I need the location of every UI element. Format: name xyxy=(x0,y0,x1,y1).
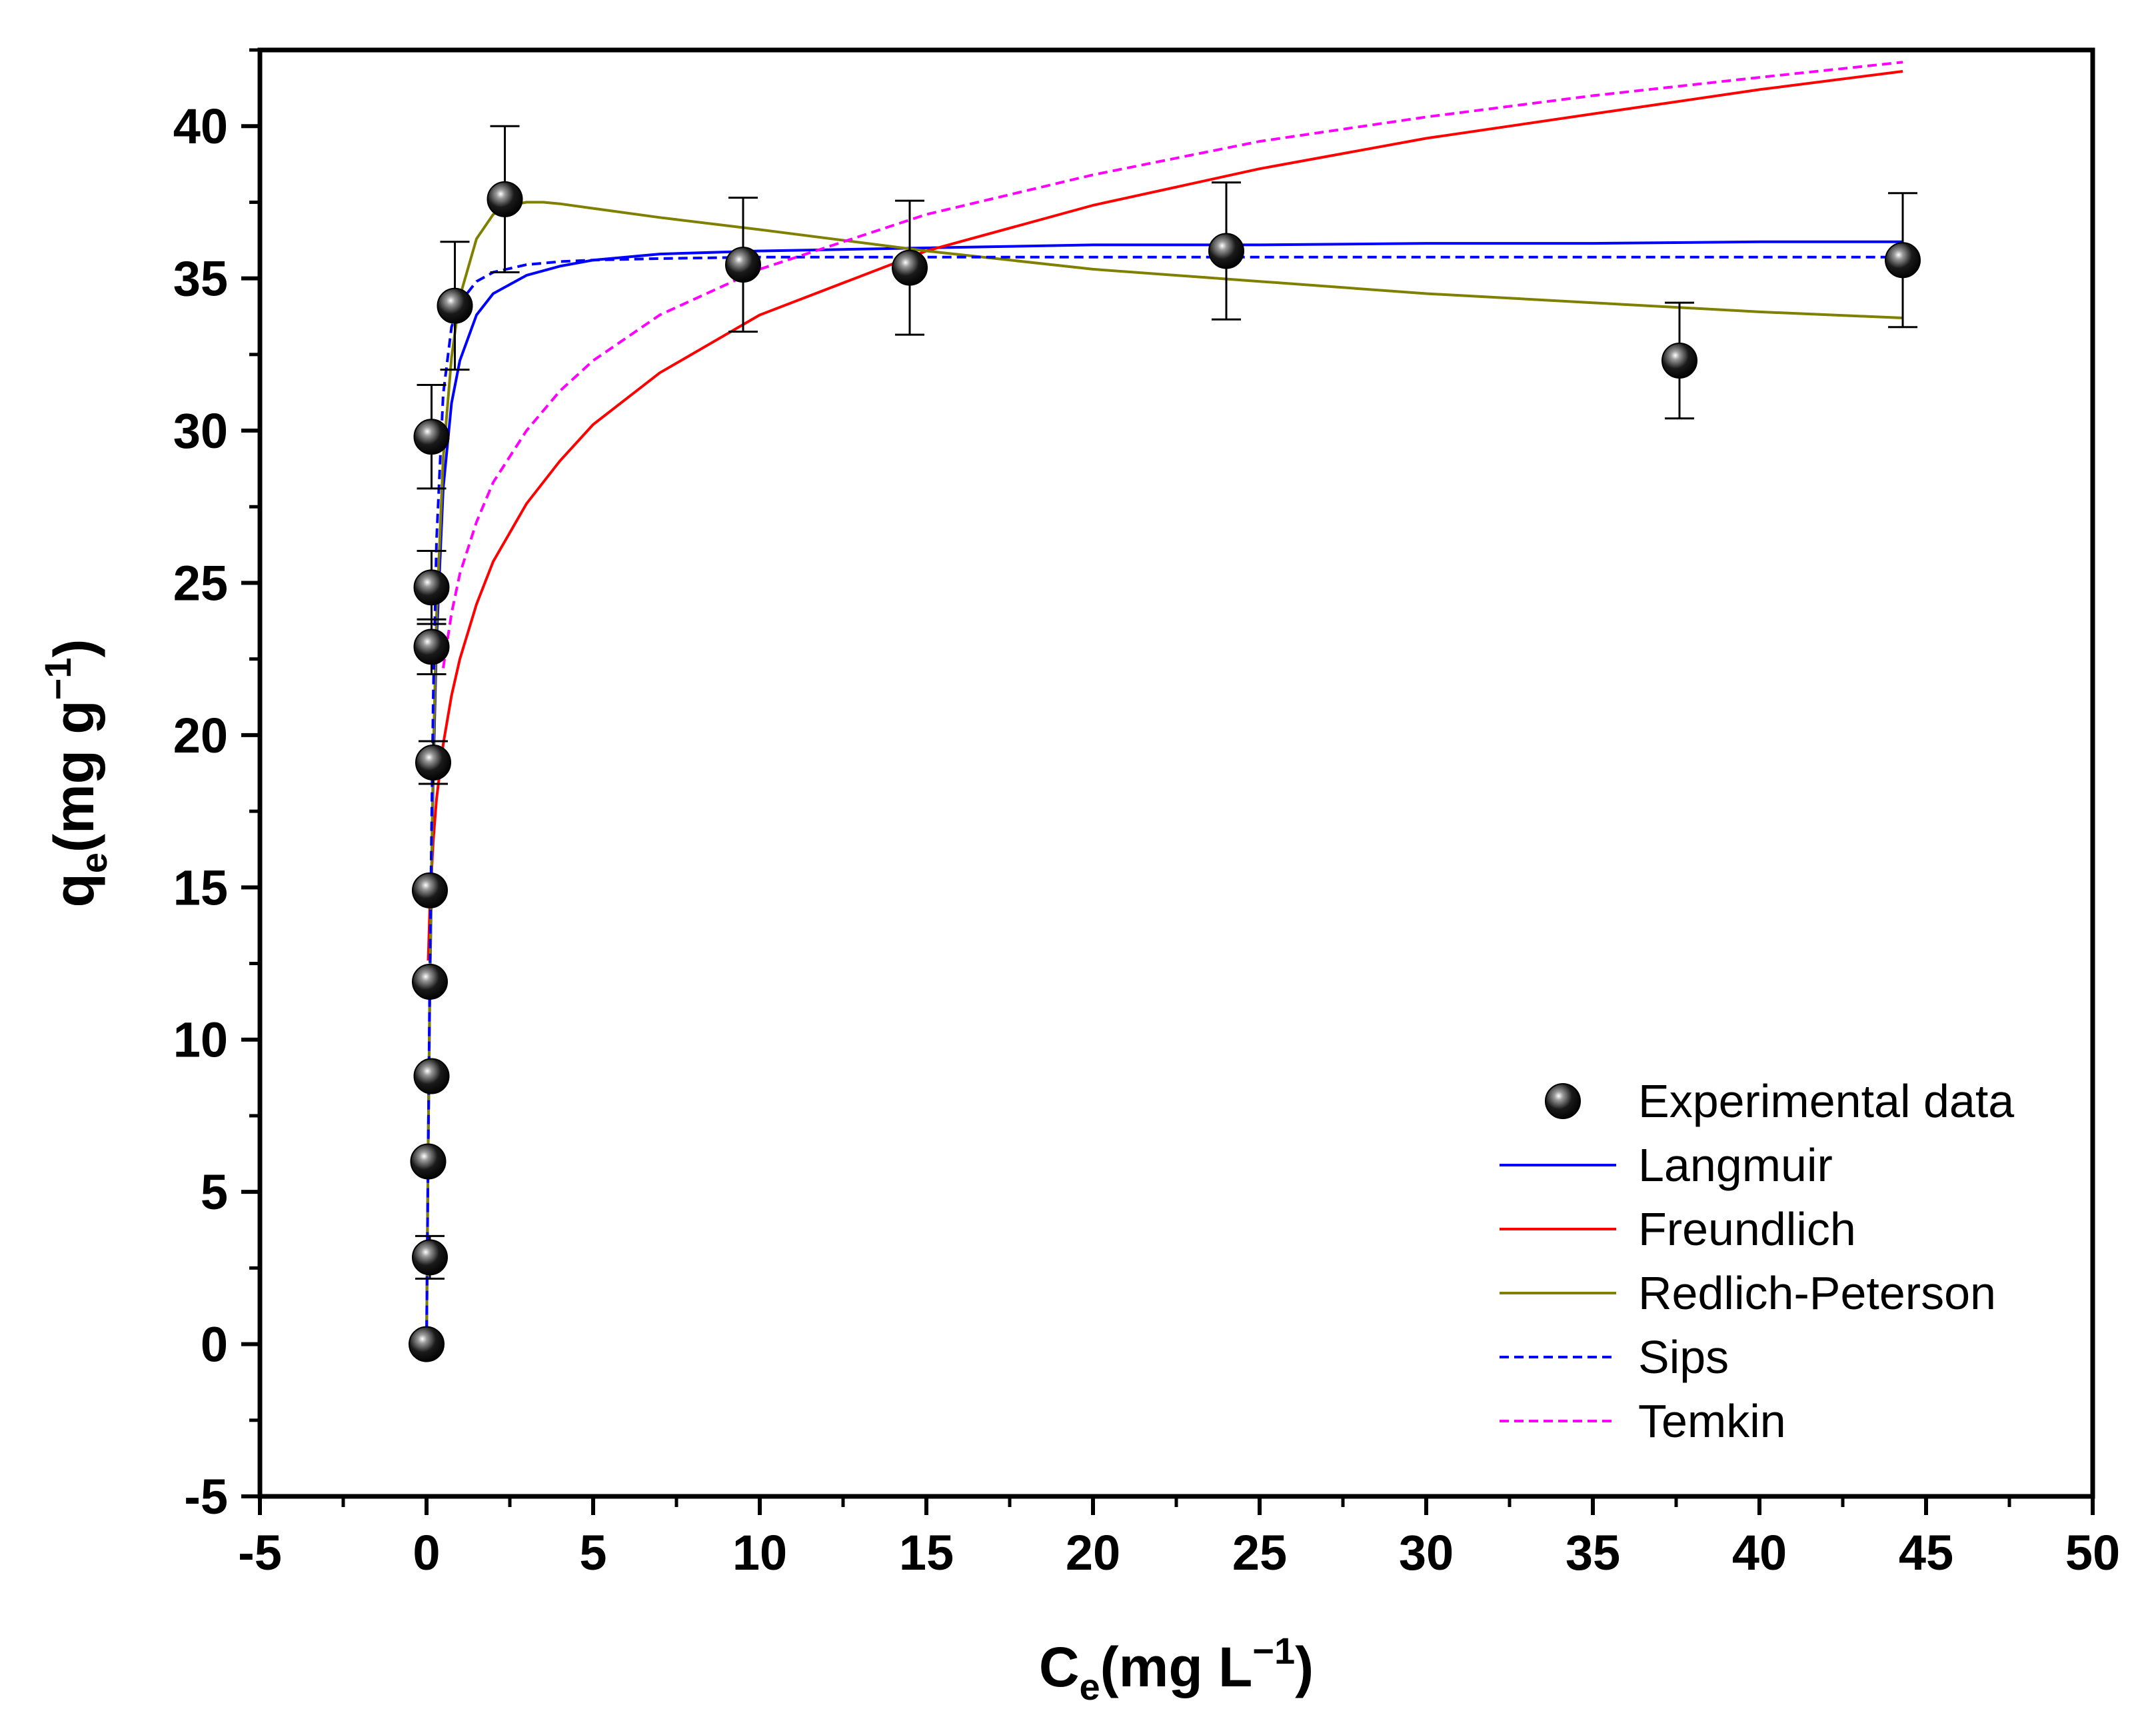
legend-marker-sphere xyxy=(1545,1083,1581,1119)
x-axis-title: Ce(mg L−1) xyxy=(1039,1630,1314,1708)
legend-series: Langmuir Freundlich Redlich-Peterson Sips Te… xyxy=(1500,1139,1996,1447)
data-point xyxy=(437,287,473,324)
x-tick-label: 35 xyxy=(1566,1525,1620,1580)
y-tick-label: 10 xyxy=(173,1012,228,1068)
x-tick-label: 30 xyxy=(1399,1525,1454,1580)
data-point xyxy=(725,247,761,283)
legend-label-experimental: Experimental data xyxy=(1638,1075,2014,1127)
data-point xyxy=(415,745,451,781)
data-point xyxy=(413,419,450,455)
data-point xyxy=(892,249,928,286)
legend-item: Sips xyxy=(1500,1331,1729,1383)
data-point xyxy=(412,1239,448,1276)
data-point xyxy=(409,1326,445,1362)
data-point xyxy=(412,963,448,1000)
legend-label: Temkin xyxy=(1638,1395,1786,1447)
series-temkin-line xyxy=(442,61,1903,669)
x-tick-label: 45 xyxy=(1899,1525,1953,1580)
x-tick-label: 5 xyxy=(579,1525,606,1580)
y-tick-label: 30 xyxy=(173,403,228,459)
data-point xyxy=(1885,242,1921,279)
x-tick-label: 15 xyxy=(899,1525,954,1580)
x-tick-label: -5 xyxy=(238,1525,282,1580)
x-axis-ticks: -5 0 5 10 15 20 25 30 35 40 45 50 xyxy=(238,1496,2120,1580)
y-tick-label: 0 xyxy=(201,1317,228,1372)
y-tick-label: 15 xyxy=(173,860,228,915)
legend-item-experimental: Experimental data xyxy=(1545,1075,2014,1127)
legend-label: Freundlich xyxy=(1638,1203,1856,1255)
y-tick-label: 5 xyxy=(201,1164,228,1220)
data-point xyxy=(413,629,450,665)
series-freundlich-line xyxy=(427,70,1903,961)
y-tick-label: 20 xyxy=(173,708,228,763)
legend-item: Redlich-Peterson xyxy=(1500,1267,1996,1319)
legend-item: Freundlich xyxy=(1500,1203,1856,1255)
legend-item: Langmuir xyxy=(1500,1139,1833,1191)
data-point xyxy=(487,181,523,217)
y-tick-label: 40 xyxy=(173,99,228,154)
x-tick-label: 50 xyxy=(2065,1525,2120,1580)
x-tick-label: 25 xyxy=(1232,1525,1287,1580)
data-point xyxy=(413,1058,450,1094)
x-tick-label: 20 xyxy=(1066,1525,1120,1580)
y-tick-label: 25 xyxy=(173,555,228,611)
y-axis-title: qe(mg g−1) xyxy=(37,639,115,908)
y-tick-label: 35 xyxy=(173,251,228,307)
legend-label: Langmuir xyxy=(1638,1139,1833,1191)
data-point xyxy=(1661,342,1697,379)
legend-label: Sips xyxy=(1638,1331,1729,1383)
data-point xyxy=(412,872,448,908)
x-tick-label: 40 xyxy=(1732,1525,1787,1580)
y-axis-ticks: -5 0 5 10 15 20 25 30 35 40 xyxy=(173,48,260,1524)
x-tick-label: 0 xyxy=(413,1525,440,1580)
x-tick-label: 10 xyxy=(732,1525,787,1580)
data-point xyxy=(413,569,450,606)
y-tick-label: -5 xyxy=(184,1469,228,1524)
data-point xyxy=(410,1143,447,1180)
experimental-markers xyxy=(409,181,1921,1362)
legend-item: Temkin xyxy=(1500,1395,1786,1447)
data-point xyxy=(1208,233,1244,269)
legend-label: Redlich-Peterson xyxy=(1638,1267,1996,1319)
legend: Experimental data Langmuir Freundlich Redl… xyxy=(1500,1075,2014,1447)
